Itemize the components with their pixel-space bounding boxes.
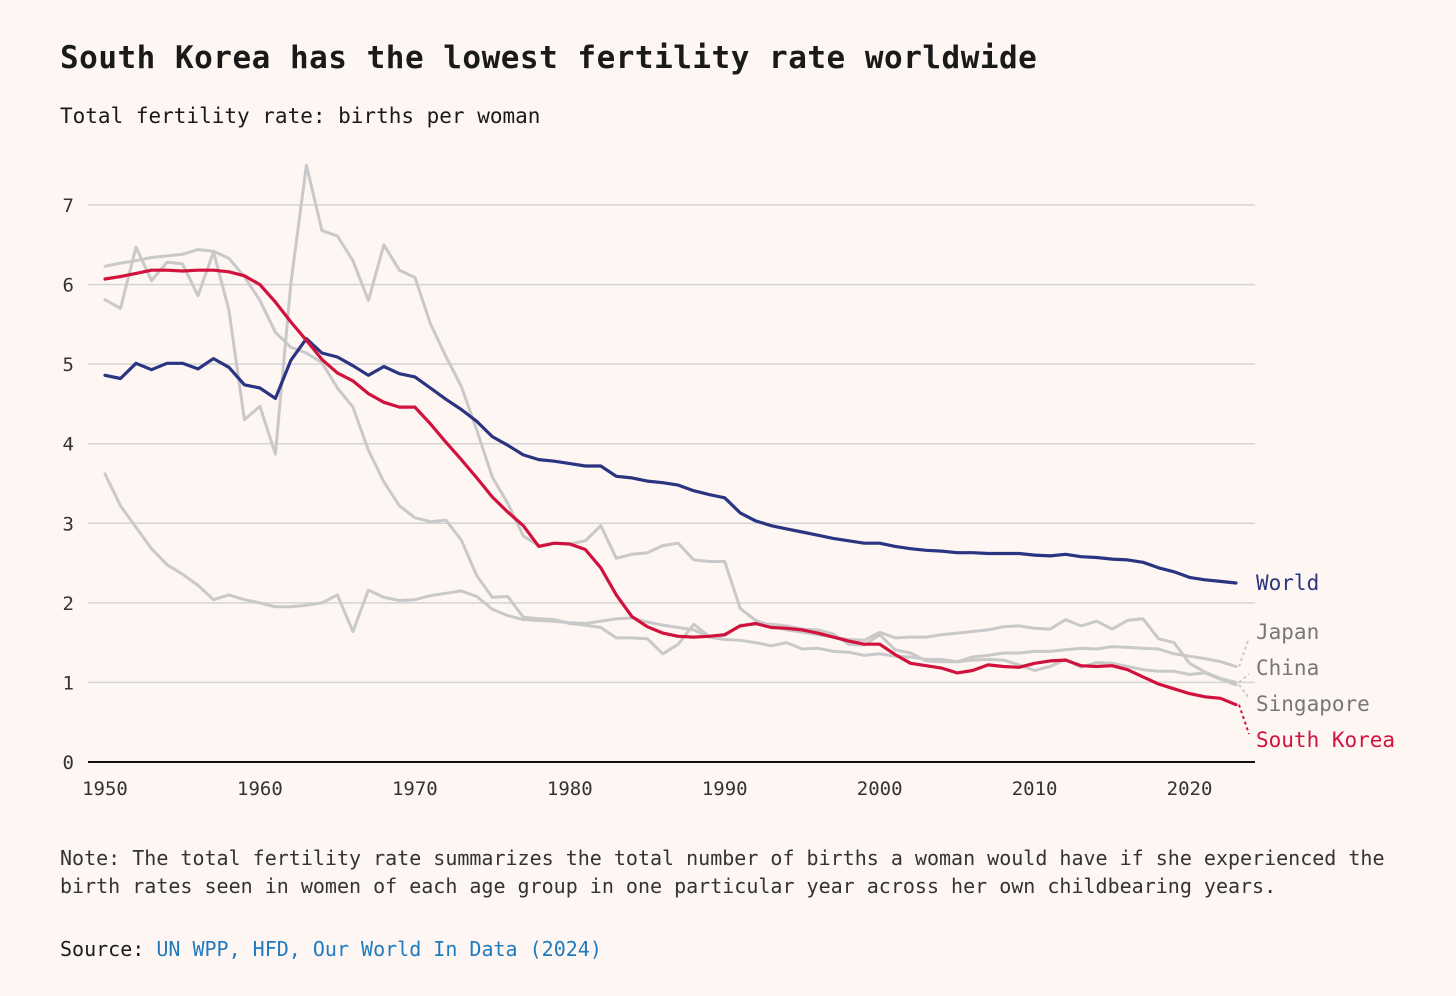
y-axis-ticks: 0 1 2 3 4 5 6 7 xyxy=(63,195,74,774)
y-tick-label-1: 1 xyxy=(63,672,74,694)
series-line-world xyxy=(103,337,1238,585)
x-tick-label-1990: 1990 xyxy=(702,778,748,800)
label-connector-singapore xyxy=(1238,684,1250,699)
series-line-china xyxy=(103,163,1238,684)
chart-title: South Korea has the lowest fertility rat… xyxy=(60,40,1038,76)
x-tick-label-1950: 1950 xyxy=(82,778,128,800)
x-tick-label-2000: 2000 xyxy=(857,778,903,800)
x-tick-label-1980: 1980 xyxy=(547,778,593,800)
x-tick-label-1960: 1960 xyxy=(237,778,283,800)
label-connector-south-korea xyxy=(1238,704,1250,735)
y-tick-label-4: 4 xyxy=(63,434,74,456)
series-line-singapore xyxy=(103,248,1238,687)
series-label-south-korea: South Korea xyxy=(1256,728,1395,752)
x-tick-label-2020: 2020 xyxy=(1167,778,1213,800)
y-tick-label-7: 7 xyxy=(63,195,74,217)
y-tick-label-6: 6 xyxy=(63,275,74,297)
source-link[interactable]: UN WPP, HFD, Our World In Data (2024) xyxy=(156,937,602,961)
chart-note: Note: The total fertility rate summarize… xyxy=(60,846,1385,898)
x-axis-ticks: 1950 1960 1970 1980 1990 2000 2010 2020 xyxy=(82,778,1212,800)
series-labels: Japan China Singapore World South Korea xyxy=(1238,571,1395,752)
series-label-china: China xyxy=(1256,656,1319,680)
y-tick-label-5: 5 xyxy=(63,354,74,376)
chart-source: Source: UN WPP, HFD, Our World In Data (… xyxy=(60,937,602,961)
y-tick-label-0: 0 xyxy=(63,752,74,774)
series-label-world: World xyxy=(1256,571,1319,595)
y-tick-label-3: 3 xyxy=(63,513,74,535)
line-chart: 0 1 2 3 4 5 6 7 1950 1960 1970 1980 1990 2000 2010 202… xyxy=(63,163,1395,800)
series-label-japan: Japan xyxy=(1256,620,1319,644)
series-line-south-korea xyxy=(103,268,1238,707)
x-tick-label-1970: 1970 xyxy=(392,778,438,800)
y-tick-label-2: 2 xyxy=(63,593,74,615)
chart-subtitle: Total fertility rate: births per woman xyxy=(60,104,541,128)
label-connector-japan xyxy=(1238,637,1250,667)
series-label-singapore: Singapore xyxy=(1256,692,1370,716)
source-prefix: Source: xyxy=(60,937,145,961)
x-tick-label-2010: 2010 xyxy=(1012,778,1058,800)
series-lines xyxy=(103,163,1238,707)
label-connector-china xyxy=(1238,673,1250,684)
series-line-japan xyxy=(103,472,1238,668)
